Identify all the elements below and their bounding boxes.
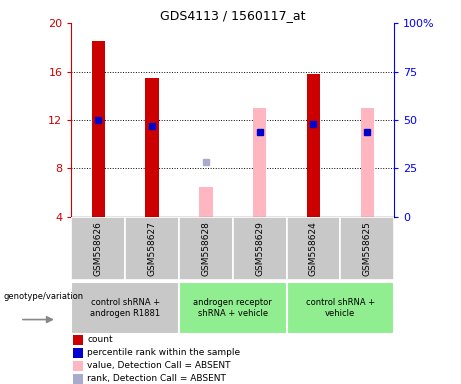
Bar (125, 217, 179, 280)
Title: GDS4113 / 1560117_at: GDS4113 / 1560117_at (160, 9, 306, 22)
Text: GSM558629: GSM558629 (255, 221, 264, 276)
Bar (71, 217, 125, 280)
Text: GSM558625: GSM558625 (363, 221, 372, 276)
Text: control shRNA +
vehicle: control shRNA + vehicle (306, 298, 375, 318)
Text: count: count (87, 335, 113, 344)
Bar (340, 217, 394, 280)
Bar (179, 282, 287, 334)
Bar (71, 282, 179, 334)
Bar (307, 74, 320, 217)
Bar (361, 108, 374, 217)
Bar (73, 335, 83, 344)
Text: value, Detection Call = ABSENT: value, Detection Call = ABSENT (87, 361, 230, 370)
Bar (287, 282, 394, 334)
Text: GSM558628: GSM558628 (201, 221, 210, 276)
Bar (287, 217, 340, 280)
Bar (145, 78, 159, 217)
Bar (233, 217, 287, 280)
Text: control shRNA +
androgen R1881: control shRNA + androgen R1881 (90, 298, 160, 318)
Text: androgen receptor
shRNA + vehicle: androgen receptor shRNA + vehicle (194, 298, 272, 318)
Text: rank, Detection Call = ABSENT: rank, Detection Call = ABSENT (87, 374, 226, 383)
Bar (179, 217, 233, 280)
Bar (199, 187, 213, 217)
Bar (73, 374, 83, 384)
Bar (92, 41, 105, 217)
Bar (73, 361, 83, 371)
Text: percentile rank within the sample: percentile rank within the sample (87, 348, 240, 358)
Bar (253, 108, 266, 217)
Text: GSM558624: GSM558624 (309, 221, 318, 276)
Text: genotype/variation: genotype/variation (3, 292, 83, 301)
Bar (73, 348, 83, 358)
Text: GSM558626: GSM558626 (94, 221, 103, 276)
Text: GSM558627: GSM558627 (148, 221, 157, 276)
